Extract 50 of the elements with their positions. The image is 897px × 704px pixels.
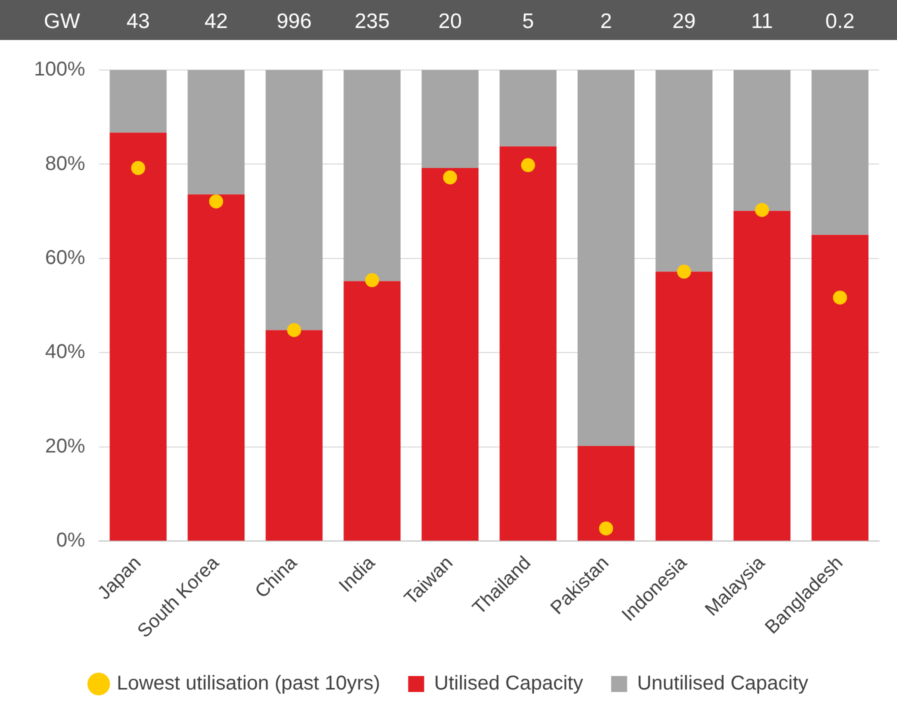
y-tick-label: 20% bbox=[45, 435, 86, 458]
bar bbox=[422, 168, 479, 541]
text: 996 bbox=[276, 10, 312, 33]
point bbox=[365, 273, 380, 288]
bar bbox=[500, 70, 557, 146]
bar bbox=[578, 446, 635, 541]
bar bbox=[344, 70, 401, 282]
bar bbox=[656, 70, 713, 272]
text: 42 bbox=[204, 10, 228, 33]
y-tick-label: 80% bbox=[45, 152, 86, 175]
point bbox=[755, 202, 770, 217]
bar bbox=[812, 234, 868, 541]
bar bbox=[734, 70, 790, 211]
y-tick-label: 100% bbox=[34, 58, 86, 81]
text: 20 bbox=[438, 10, 462, 33]
y-tick-label: 40% bbox=[45, 341, 86, 364]
text: 43 bbox=[126, 10, 150, 33]
bar bbox=[110, 70, 167, 133]
point bbox=[209, 194, 224, 208]
text: 235 bbox=[354, 10, 390, 33]
y-tick-label: 0% bbox=[56, 530, 86, 552]
y-tick-label: 60% bbox=[45, 246, 86, 269]
bar bbox=[266, 330, 323, 541]
text: 0.2 bbox=[825, 10, 855, 33]
bar bbox=[734, 210, 790, 541]
point bbox=[131, 161, 146, 176]
point bbox=[677, 264, 692, 279]
bar bbox=[110, 132, 167, 541]
text: GW bbox=[44, 10, 80, 33]
bar bbox=[188, 194, 245, 541]
point bbox=[599, 521, 614, 536]
bar bbox=[188, 70, 245, 194]
point bbox=[521, 158, 536, 172]
legend-label: Utilised Capacity bbox=[434, 672, 584, 695]
text: 29 bbox=[672, 10, 696, 33]
bar bbox=[656, 272, 713, 541]
point bbox=[443, 170, 458, 184]
bar bbox=[266, 70, 323, 330]
text: 2 bbox=[600, 10, 612, 33]
legend-label: Lowest utilisation (past 10yrs) bbox=[116, 672, 380, 695]
bar bbox=[344, 281, 401, 541]
bar bbox=[422, 70, 479, 168]
bar bbox=[500, 146, 557, 541]
point bbox=[287, 323, 302, 338]
bar bbox=[812, 70, 868, 235]
legend-label: Unutilised Capacity bbox=[637, 672, 808, 695]
bar bbox=[578, 70, 635, 446]
text: 11 bbox=[751, 10, 773, 33]
text: 5 bbox=[522, 10, 534, 33]
point bbox=[833, 290, 848, 305]
